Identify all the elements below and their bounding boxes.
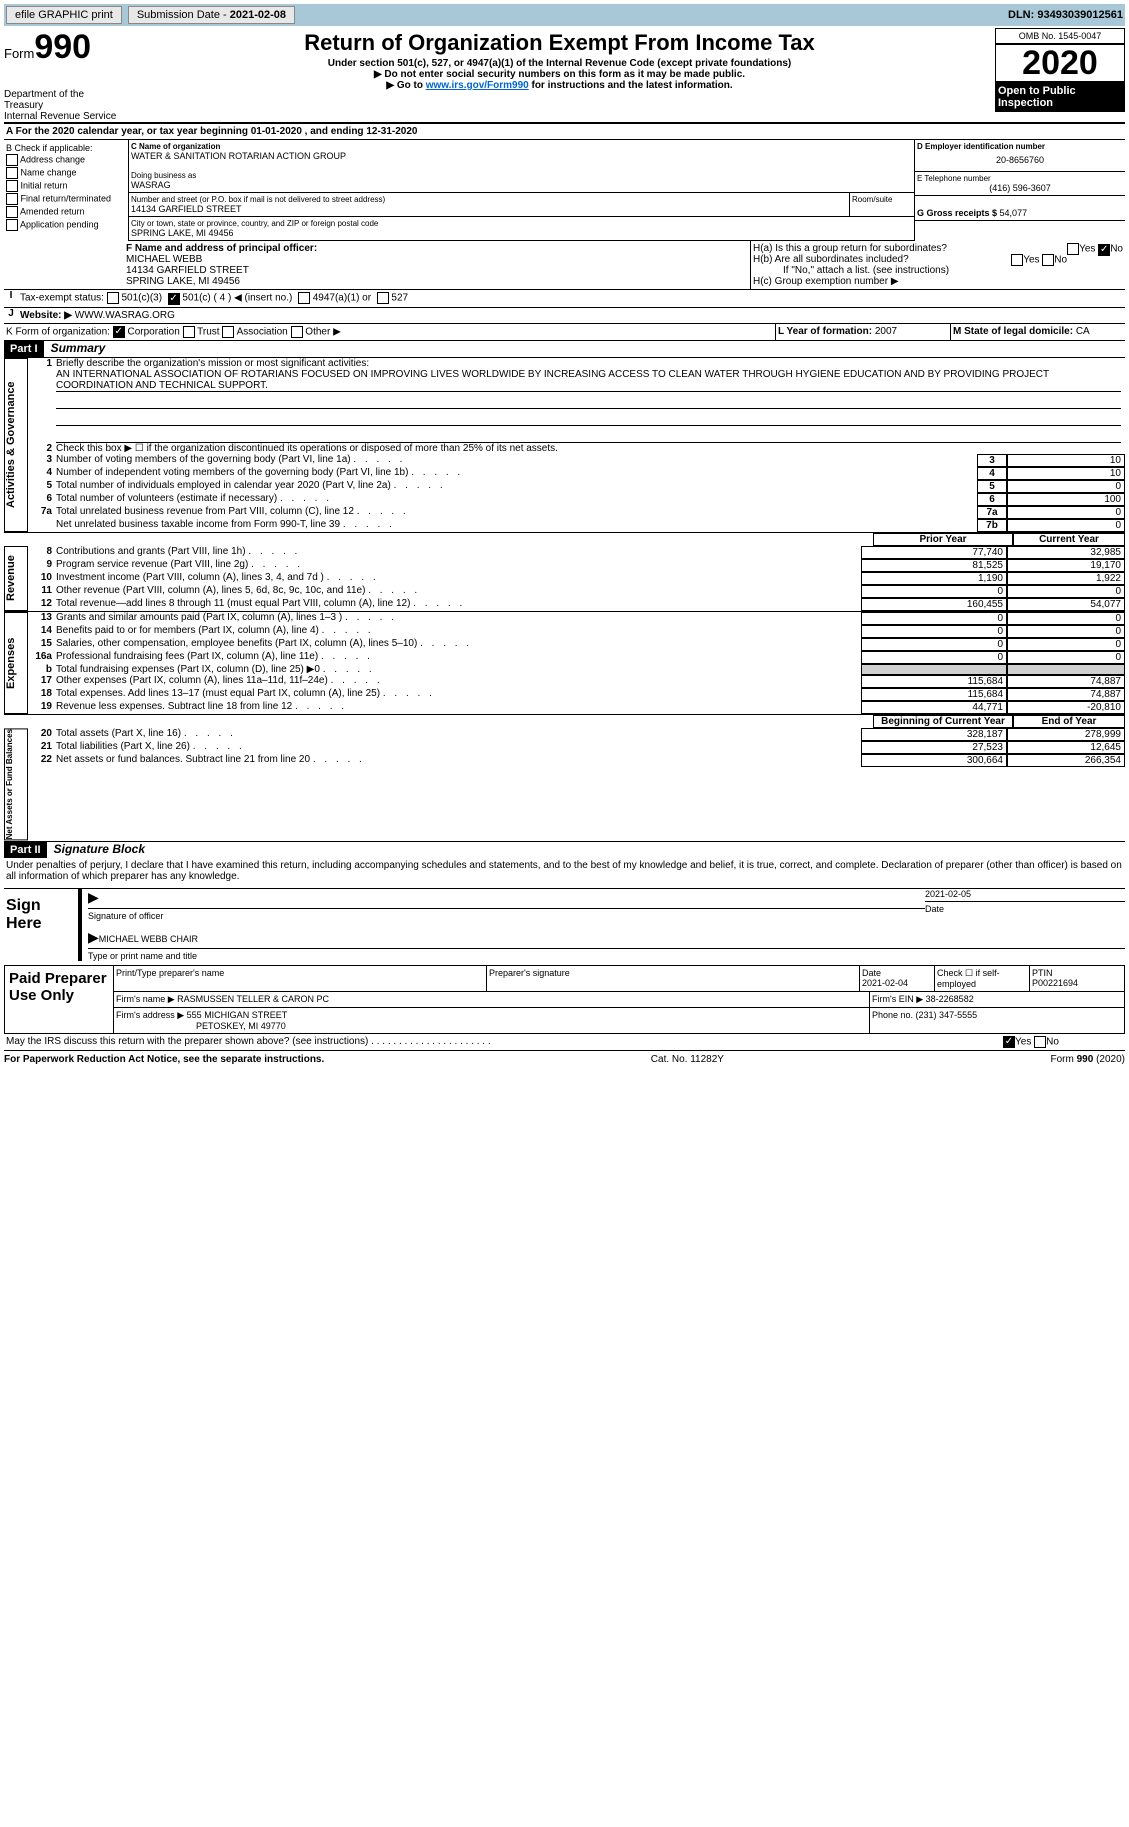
form-number: Form990	[4, 28, 124, 67]
section-j-website: Website: ▶ WWW.WASRAG.ORG	[18, 308, 1125, 323]
section-c-city: City or town, state or province, country…	[129, 217, 914, 241]
table-row: 17Other expenses (Part IX, column (A), l…	[28, 675, 1125, 688]
section-c-name: C Name of organization WATER & SANITATIO…	[129, 140, 914, 193]
section-c-address: Number and street (or P.O. box if mail i…	[129, 193, 850, 216]
section-e-phone: E Telephone number (416) 596-3607	[915, 172, 1125, 196]
table-row: 11Other revenue (Part VIII, column (A), …	[28, 585, 1125, 598]
side-label-revenue: Revenue	[4, 546, 28, 611]
table-row: 9Program service revenue (Part VIII, lin…	[28, 559, 1125, 572]
table-row: 19Revenue less expenses. Subtract line 1…	[28, 701, 1125, 714]
top-bar: efile GRAPHIC print Submission Date - 20…	[4, 4, 1125, 26]
table-row: 10Investment income (Part VIII, column (…	[28, 572, 1125, 585]
period-line: A For the 2020 calendar year, or tax yea…	[4, 124, 1125, 139]
section-b-checkboxes: B Check if applicable: Address change Na…	[4, 140, 129, 241]
efile-print-button[interactable]: efile GRAPHIC print	[6, 6, 122, 24]
table-row: bTotal fundraising expenses (Part IX, co…	[28, 664, 1125, 675]
table-row: 18Total expenses. Add lines 13–17 (must …	[28, 688, 1125, 701]
section-i-status: Tax-exempt status: 501(c)(3) ✓ 501(c) ( …	[18, 290, 1125, 307]
discuss-line: May the IRS discuss this return with the…	[4, 1034, 1125, 1052]
part-i-header: Part I	[4, 341, 44, 357]
form-header: Form990 Department of the Treasury Inter…	[4, 28, 1125, 122]
table-row: 21Total liabilities (Part X, line 26) . …	[28, 741, 1125, 754]
side-label-net: Net Assets or Fund Balances	[4, 728, 28, 840]
col-beginning: Beginning of Current Year	[873, 715, 1013, 728]
section-m-state: M State of legal domicile: CA	[950, 324, 1125, 341]
table-row: 14Benefits paid to or for members (Part …	[28, 625, 1125, 638]
table-row: 13Grants and similar amounts paid (Part …	[28, 612, 1125, 625]
section-f-officer: F Name and address of principal officer:…	[124, 241, 751, 289]
section-g-receipts: G Gross receipts $ 54,077	[915, 196, 1125, 221]
side-label-governance: Activities & Governance	[4, 358, 28, 532]
col-end: End of Year	[1013, 715, 1125, 728]
line-2: Check this box ▶ ☐ if the organization d…	[56, 443, 1125, 454]
public-inspection: Open to Public Inspection	[995, 82, 1125, 112]
table-row: 7aTotal unrelated business revenue from …	[28, 506, 1125, 519]
section-k-org-form: K Form of organization: ✓ Corporation Tr…	[4, 324, 775, 341]
col-current-year: Current Year	[1013, 533, 1125, 546]
table-row: Net unrelated business taxable income fr…	[28, 519, 1125, 532]
table-row: 12Total revenue—add lines 8 through 11 (…	[28, 598, 1125, 611]
paid-preparer-block: Paid Preparer Use Only Print/Type prepar…	[4, 965, 1125, 1034]
table-row: 3Number of voting members of the governi…	[28, 454, 1125, 467]
table-row: 20Total assets (Part X, line 16) . . . .…	[28, 728, 1125, 741]
table-row: 4Number of independent voting members of…	[28, 467, 1125, 480]
table-row: 6Total number of volunteers (estimate if…	[28, 493, 1125, 506]
col-prior-year: Prior Year	[873, 533, 1013, 546]
omb-number: OMB No. 1545-0047	[995, 28, 1125, 44]
page-footer: For Paperwork Reduction Act Notice, see …	[4, 1054, 1125, 1065]
part-ii-title: Signature Block	[50, 842, 145, 856]
line-1-mission-label: Briefly describe the organization's miss…	[56, 358, 1125, 369]
sign-here-block: Sign Here ▶Signature of officer 2021-02-…	[4, 888, 1125, 961]
declaration-text: Under penalties of perjury, I declare th…	[4, 858, 1125, 884]
table-row: 5Total number of individuals employed in…	[28, 480, 1125, 493]
dept-treasury: Department of the Treasury Internal Reve…	[4, 89, 124, 122]
table-row: 8Contributions and grants (Part VIII, li…	[28, 546, 1125, 559]
submission-date: Submission Date - 2021-02-08	[128, 6, 295, 24]
subtitle-1: Under section 501(c), 527, or 4947(a)(1)…	[132, 58, 987, 69]
table-row: 16aProfessional fundraising fees (Part I…	[28, 651, 1125, 664]
tax-year: 2020	[997, 46, 1123, 80]
side-label-expenses: Expenses	[4, 612, 28, 714]
mission-text: AN INTERNATIONAL ASSOCIATION OF ROTARIAN…	[56, 369, 1121, 392]
table-row: 22Net assets or fund balances. Subtract …	[28, 754, 1125, 767]
dln: DLN: 93493039012561	[1008, 9, 1123, 21]
subtitle-2: ▶ Do not enter social security numbers o…	[132, 69, 987, 80]
part-ii-header: Part II	[4, 842, 47, 858]
form-title: Return of Organization Exempt From Incom…	[132, 30, 987, 56]
part-i-title: Summary	[47, 341, 106, 355]
section-d-ein: D Employer identification number 20-8656…	[915, 140, 1125, 172]
section-l-year: L Year of formation: 2007	[775, 324, 950, 341]
section-h: H(a) Is this a group return for subordin…	[751, 241, 1125, 289]
subtitle-3: ▶ Go to www.irs.gov/Form990 for instruct…	[132, 80, 987, 91]
irs-link[interactable]: www.irs.gov/Form990	[426, 80, 529, 91]
table-row: 15Salaries, other compensation, employee…	[28, 638, 1125, 651]
